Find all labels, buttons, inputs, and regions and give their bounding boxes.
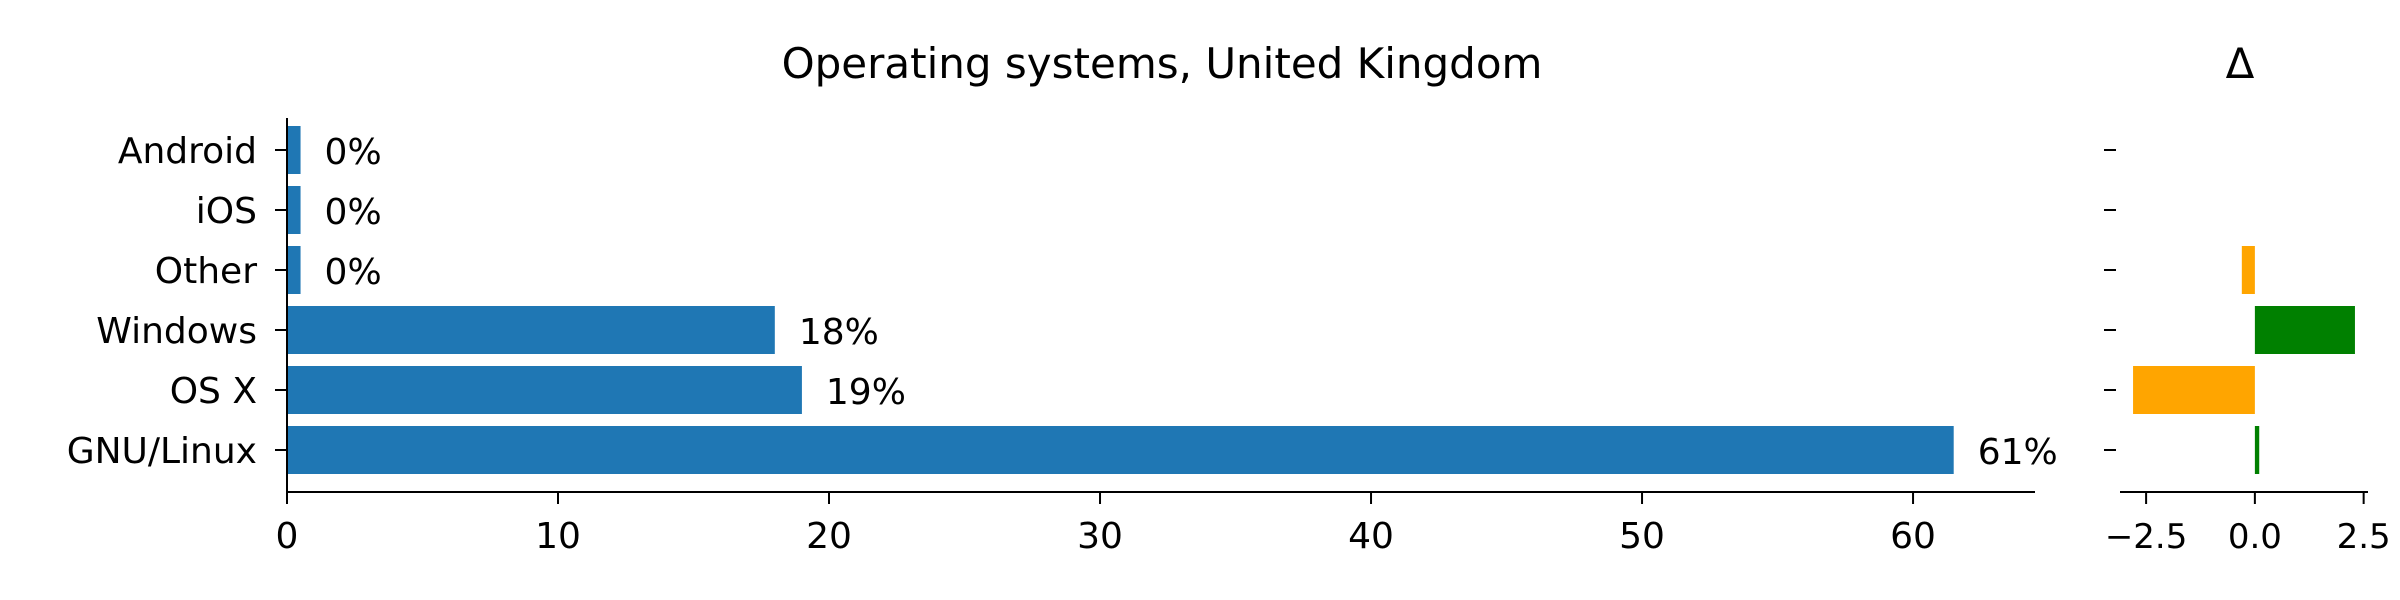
delta-bars bbox=[2133, 246, 2355, 474]
main-x-tick-label: 60 bbox=[1890, 516, 1936, 557]
y-tick-label-other: Other bbox=[155, 251, 257, 292]
main-chart-title: Operating systems, United Kingdom bbox=[782, 39, 1543, 88]
y-tick-label-os-x: OS X bbox=[170, 371, 257, 412]
delta-chart-title: Δ bbox=[2226, 39, 2255, 88]
delta-x-tick-label: 0.0 bbox=[2228, 517, 2282, 557]
bar-other bbox=[287, 246, 301, 294]
delta-x-axis: −2.5 0.0 2.5 bbox=[2105, 491, 2391, 557]
delta-bar-gnu-linux bbox=[2254, 426, 2260, 474]
main-chart-panel: Operating systems, United Kingdom 0%0%0%… bbox=[67, 39, 2058, 557]
y-tick-label-ios: iOS bbox=[196, 191, 257, 232]
bar-android bbox=[287, 126, 301, 174]
data-label-os-x: 19% bbox=[826, 372, 906, 413]
data-label-android: 0% bbox=[325, 132, 382, 173]
main-x-tick-label: 50 bbox=[1619, 516, 1665, 557]
delta-bar-other bbox=[2241, 246, 2255, 294]
main-x-axis: 0 10 20 30 40 50 60 bbox=[276, 491, 2035, 557]
y-tick-label-gnu-linux: GNU/Linux bbox=[67, 431, 257, 472]
delta-chart-panel: Δ −2.5 0.0 2.5 bbox=[2104, 39, 2391, 557]
delta-bar-os-x bbox=[2133, 366, 2255, 414]
data-label-other: 0% bbox=[325, 252, 382, 293]
y-tick-label-android: Android bbox=[118, 131, 257, 172]
bar-os-x bbox=[287, 366, 802, 414]
main-x-tick-label: 0 bbox=[276, 516, 299, 557]
delta-y-axis bbox=[2104, 149, 2116, 451]
bar-windows bbox=[287, 306, 775, 354]
main-y-axis: Android iOS Other Windows OS X GNU/Linux bbox=[67, 118, 288, 492]
main-x-tick-label: 10 bbox=[535, 516, 581, 557]
delta-bar-windows bbox=[2254, 306, 2355, 354]
data-label-gnu-linux: 61% bbox=[1978, 432, 2058, 473]
main-x-tick-label: 20 bbox=[806, 516, 852, 557]
data-label-ios: 0% bbox=[325, 192, 382, 233]
bar-ios bbox=[287, 186, 301, 234]
main-x-tick-label: 40 bbox=[1348, 516, 1394, 557]
delta-x-tick-label: 2.5 bbox=[2337, 517, 2391, 557]
main-data-labels: 0% 0% 0% 18% 19% 61% bbox=[325, 132, 2058, 473]
y-tick-label-windows: Windows bbox=[96, 311, 257, 352]
delta-x-tick-label: −2.5 bbox=[2105, 517, 2188, 557]
data-label-windows: 18% bbox=[799, 312, 879, 353]
main-bars bbox=[287, 126, 1954, 474]
main-x-tick-label: 30 bbox=[1077, 516, 1123, 557]
bar-gnu-linux bbox=[287, 426, 1954, 474]
